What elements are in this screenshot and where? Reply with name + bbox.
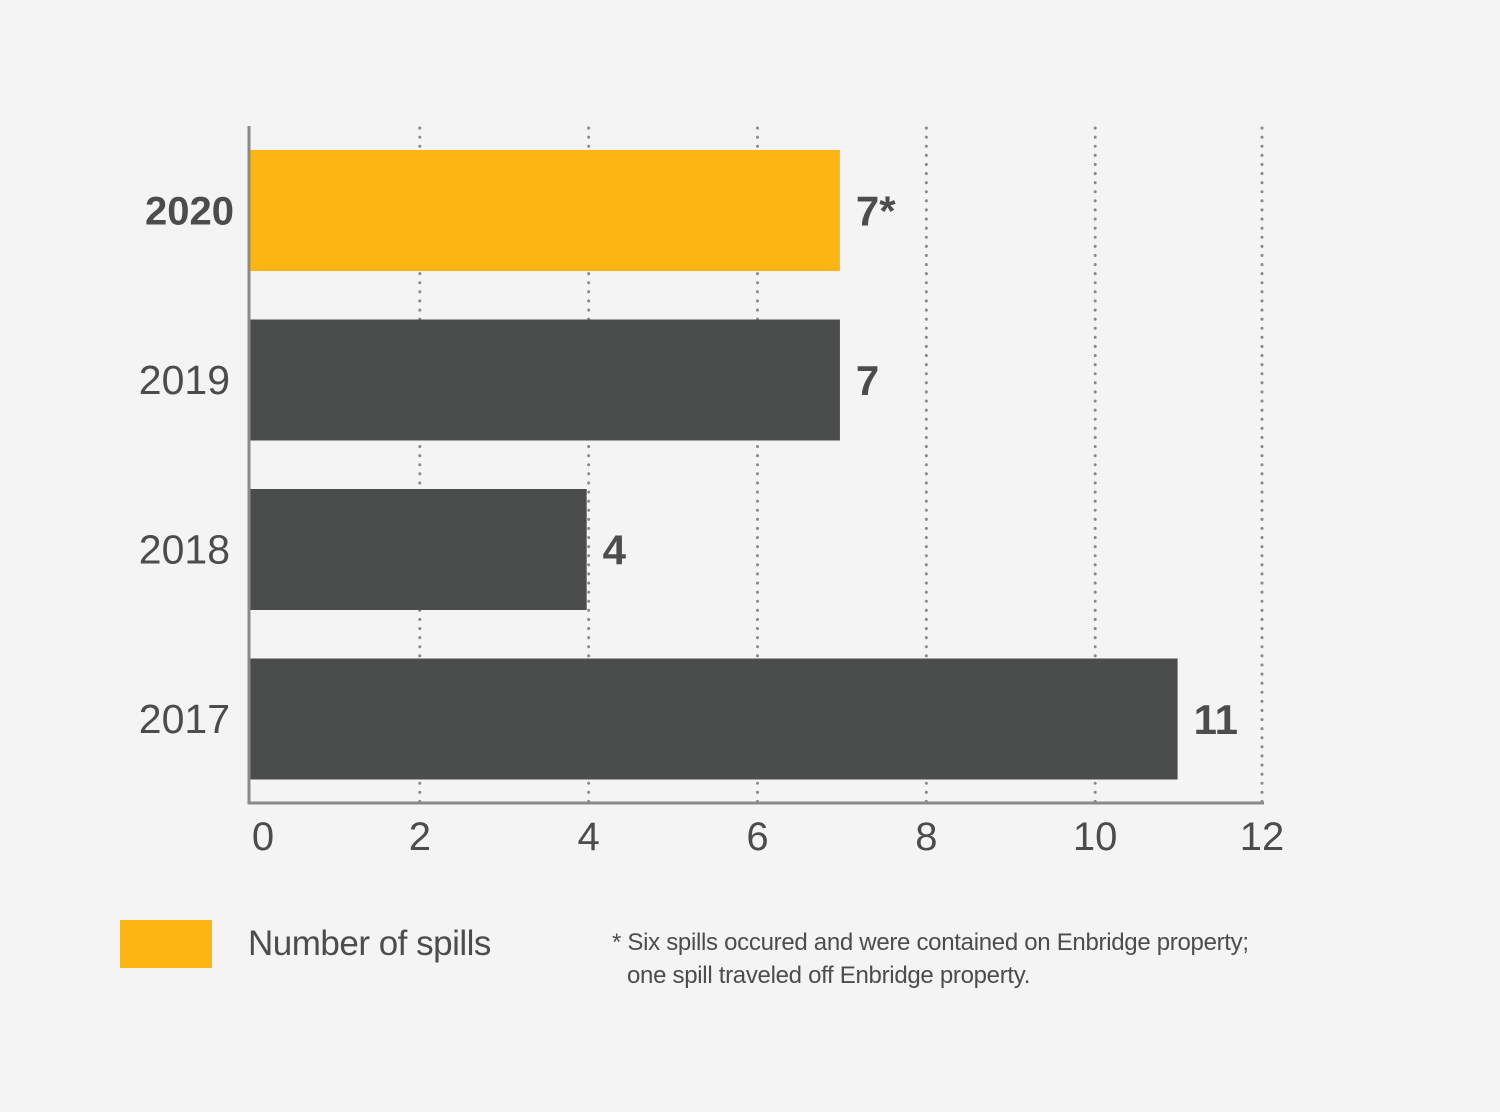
- category-label-2018: 2018: [139, 527, 230, 573]
- value-label-2019: 7: [856, 357, 879, 404]
- gridlines: [418, 126, 1264, 805]
- x-tick-label: 4: [578, 815, 600, 859]
- category-label-2020: 2020: [145, 190, 234, 234]
- x-tick-label: 0: [252, 815, 274, 859]
- legend-label: Number of spills: [248, 924, 491, 963]
- x-tick-label: 2: [409, 815, 431, 859]
- legend-swatch: [120, 920, 212, 968]
- bar-2018: [249, 489, 587, 610]
- footnote-line-2: one spill traveled off Enbridge property…: [627, 962, 1031, 989]
- value-label-2018: 4: [603, 527, 627, 574]
- x-tick-label: 8: [915, 815, 937, 859]
- category-label-2019: 2019: [139, 357, 230, 403]
- footnote-line-1: * Six spills occured and were contained …: [612, 929, 1249, 956]
- labels: 0 2 4 6 8 10 12 2020 7* 2019 7 2018 4 2017 11: [139, 188, 1284, 860]
- x-tick-label: 6: [746, 815, 768, 859]
- bar-2019: [249, 319, 840, 441]
- x-tick-label: 12: [1240, 815, 1285, 859]
- axes: [247, 126, 1264, 805]
- footnote: * Six spills occured and were contained …: [612, 926, 1372, 992]
- bar-2020: [249, 150, 840, 271]
- value-label-2020: 7*: [856, 188, 896, 235]
- x-tick-label: 10: [1073, 815, 1118, 859]
- category-label-2017: 2017: [139, 696, 230, 742]
- bar-2017: [249, 658, 1178, 780]
- value-label-2017: 11: [1194, 696, 1238, 743]
- bars: [249, 150, 1178, 780]
